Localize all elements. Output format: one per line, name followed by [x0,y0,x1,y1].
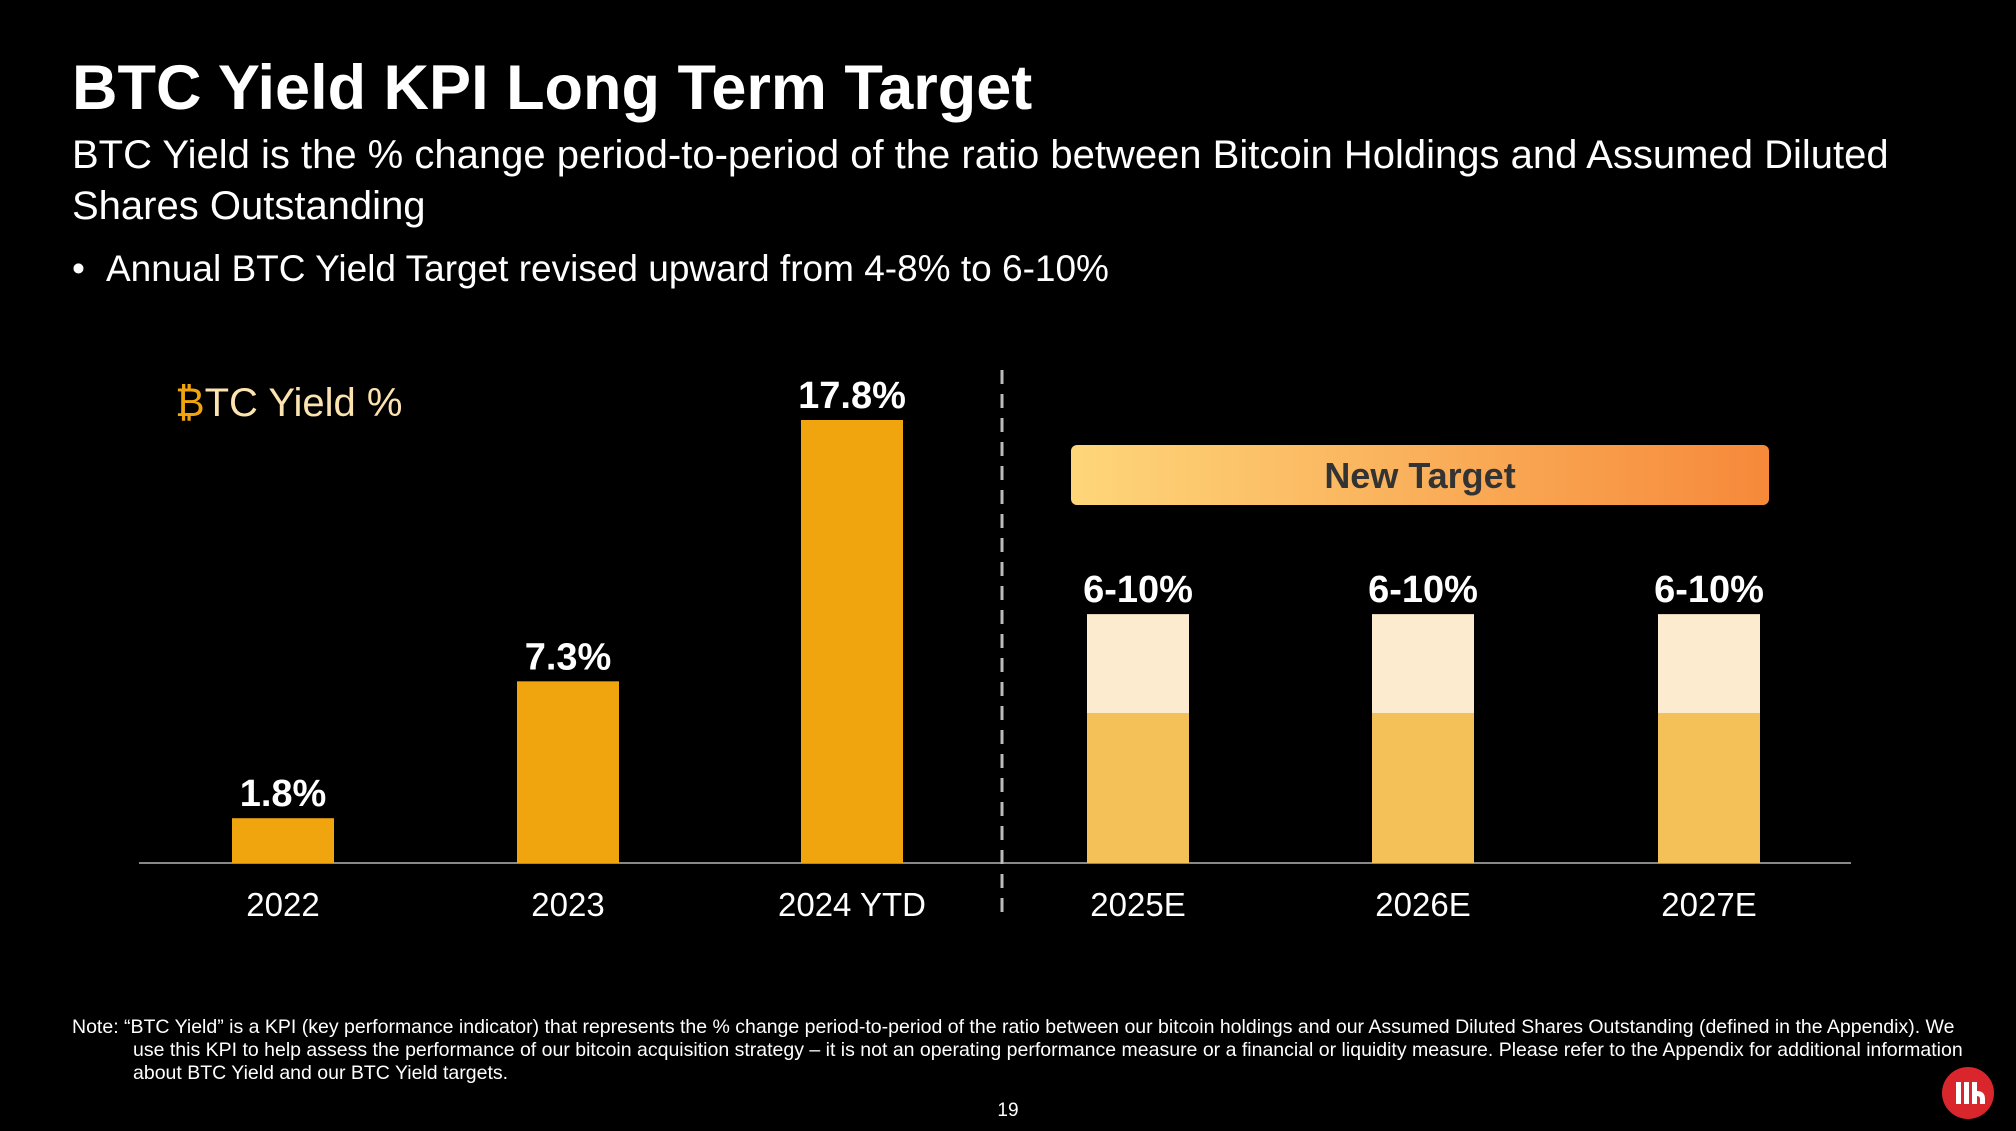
bar-target-range [1087,614,1189,714]
x-tick-label: 2027E [1661,886,1756,923]
page-number: 19 [997,1100,1019,1121]
data-label: 7.3% [525,636,612,678]
x-tick-label: 2025E [1090,886,1185,923]
new-target-label: New Target [1324,455,1515,496]
bar-actual [801,420,903,863]
chart-title-text: TC Yield % [205,381,403,425]
new-target-banner [1071,445,1769,505]
bullet-symbol: • [72,248,85,289]
footnote: Note: “BTC Yield” is a KPI (key performa… [72,1016,1963,1084]
x-tick-label: 2024 YTD [778,886,926,923]
x-tick-label: 2023 [531,886,604,923]
strategy-logo-icon [1942,1067,1994,1119]
slide-subtitle: BTC Yield is the % change period-to-peri… [72,133,1889,228]
slide-title: BTC Yield KPI Long Term Target [72,53,1033,123]
chart-title: ₿TC Yield % [175,381,402,425]
bar-target-range [1658,614,1760,714]
bar-actual [517,681,619,863]
bar-target-range [1372,614,1474,714]
bitcoin-icon: ₿ [175,381,205,425]
bar-target-low [1658,713,1760,863]
bar-actual [232,818,334,863]
data-label: 17.8% [798,375,906,417]
x-tick-label: 2026E [1375,886,1470,923]
bar-target-low [1372,713,1474,863]
bullet-text: Annual BTC Yield Target revised upward f… [106,248,1109,289]
data-label: 6-10% [1654,569,1764,611]
bar-target-low [1087,713,1189,863]
bullet-item: • Annual BTC Yield Target revised upward … [72,248,1109,290]
x-tick-label: 2022 [246,886,319,923]
data-label: 6-10% [1083,569,1193,611]
data-label: 1.8% [240,773,327,815]
data-label: 6-10% [1368,569,1478,611]
